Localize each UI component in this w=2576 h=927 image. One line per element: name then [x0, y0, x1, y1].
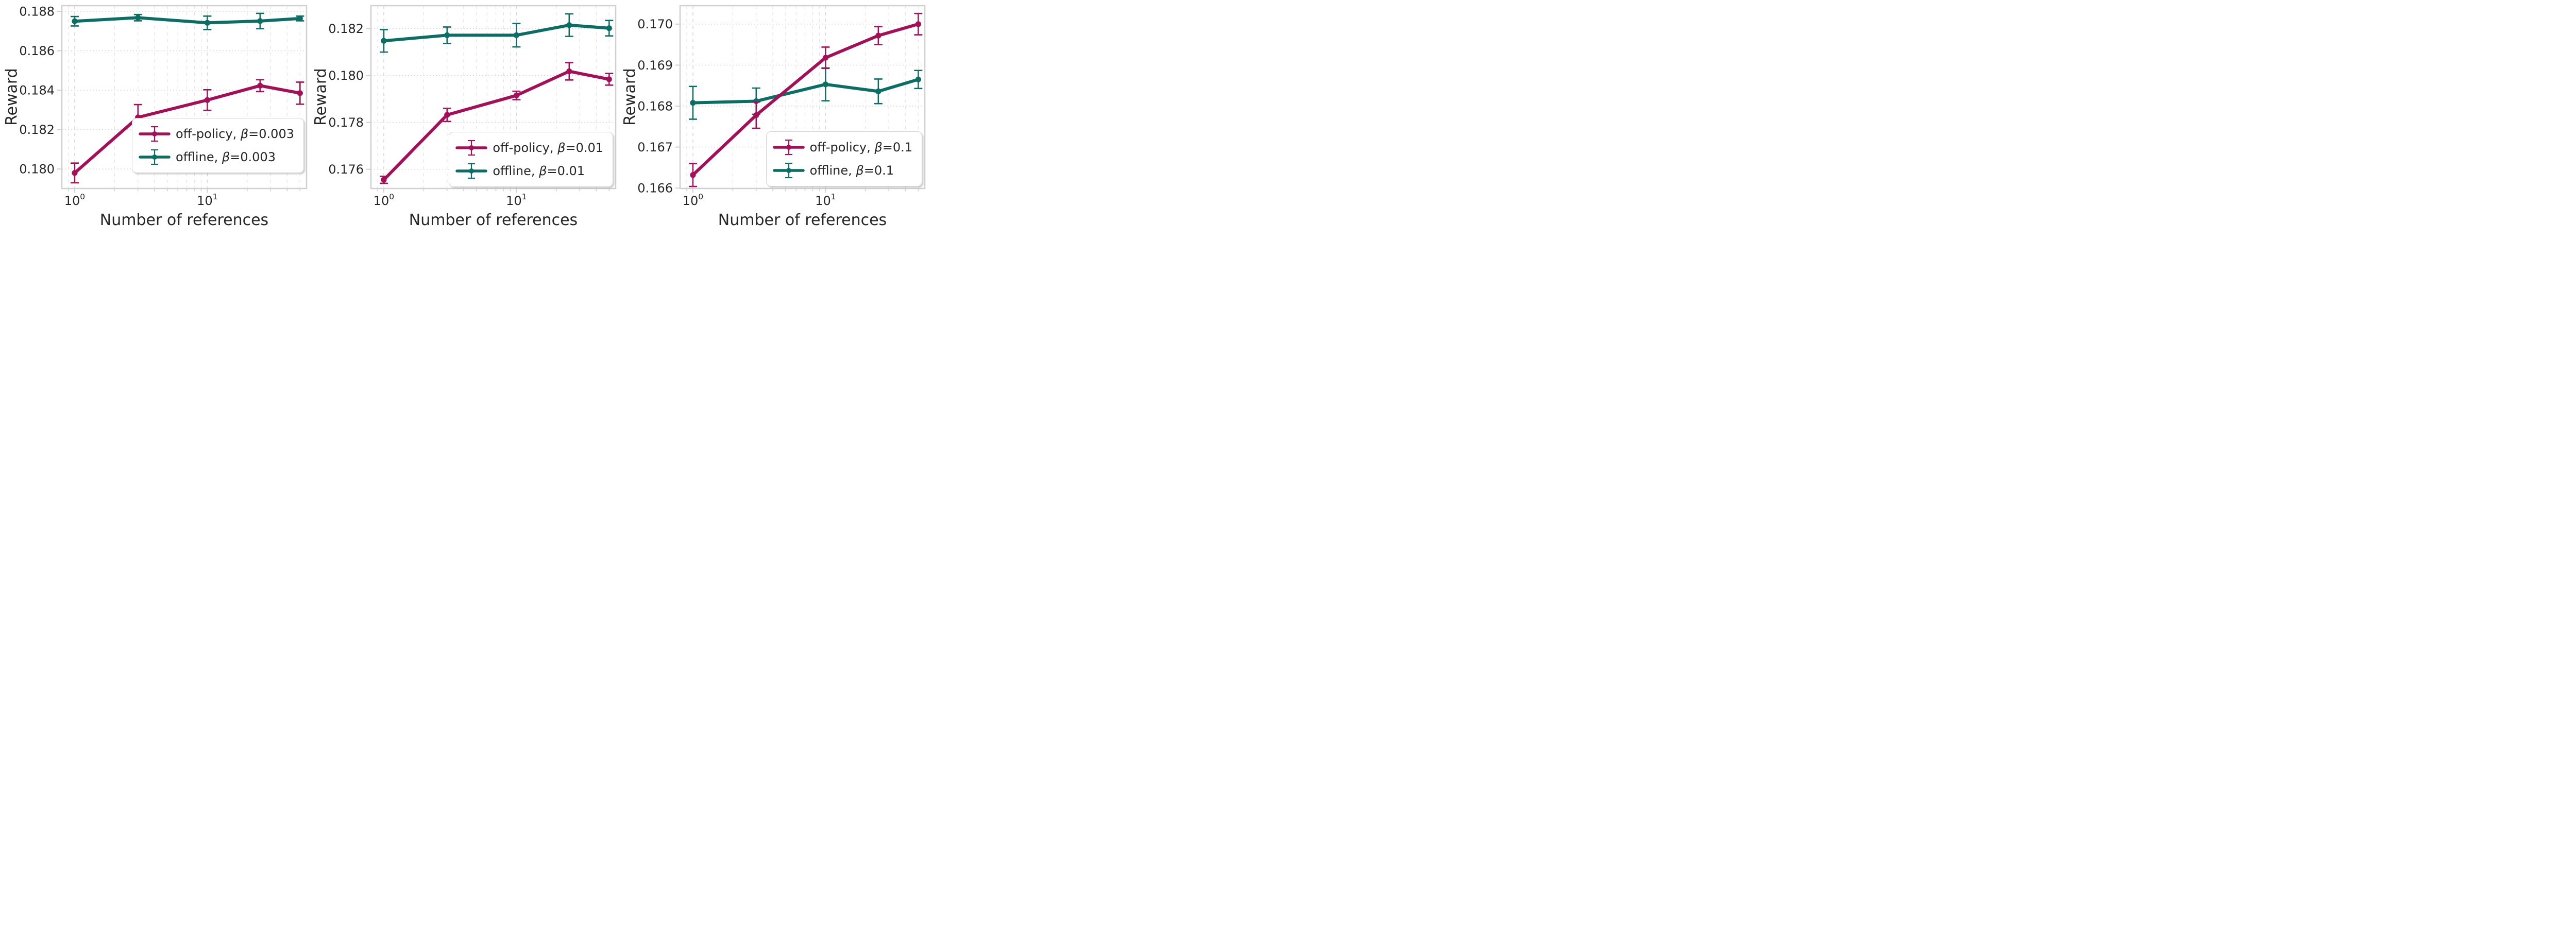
svg-text:100: 100 — [64, 192, 85, 208]
tick-marks — [366, 28, 610, 193]
axes-frame — [370, 5, 617, 190]
legend-label: offline, β=0.1 — [809, 163, 894, 178]
errorbar-glyph-icon — [455, 140, 488, 156]
legend-item-off-policy: off-policy, β=0.01 — [455, 139, 603, 157]
y-gridlines — [62, 11, 307, 169]
series-offline — [379, 13, 614, 53]
x-axis-label: Number of references — [718, 211, 887, 229]
x-tick-labels: 100 101 — [64, 192, 218, 208]
legend-item-off-policy: off-policy, β=0.003 — [139, 125, 294, 143]
y-tick-labels: 0.170 0.169 0.168 0.167 0.166 — [637, 17, 673, 195]
legend-label: off-policy, β=0.1 — [809, 140, 912, 154]
y-axis-label: Reward — [312, 68, 330, 126]
line-chart-beta-0.003: 0.188 0.186 0.184 0.182 0.180 100 101 — [19, 4, 308, 208]
legend-label: offline, β=0.01 — [493, 164, 585, 178]
legend-item-off-policy: off-policy, β=0.1 — [772, 138, 912, 157]
series-off-policy — [70, 79, 304, 184]
svg-text:0.182: 0.182 — [19, 123, 55, 137]
legend-item-offline: offline, β=0.01 — [455, 162, 603, 180]
chart-panel-beta-0.1: 0.170 0.169 0.168 0.167 0.166 100 101 Reward N… — [618, 0, 927, 232]
legend-label: off-policy, β=0.003 — [176, 127, 294, 141]
svg-text:0.186: 0.186 — [19, 44, 55, 58]
svg-text:0.182: 0.182 — [328, 22, 364, 36]
svg-text:101: 101 — [197, 192, 217, 208]
errorbar-glyph-icon — [139, 149, 171, 165]
x-tick-labels: 100 101 — [683, 192, 836, 208]
svg-text:0.178: 0.178 — [328, 115, 364, 130]
legend-box: off-policy, β=0.01 offline, β=0.01 — [449, 132, 613, 187]
svg-text:0.180: 0.180 — [19, 162, 55, 177]
svg-text:100: 100 — [374, 192, 394, 208]
tick-marks — [57, 11, 301, 193]
series-offline — [688, 67, 923, 120]
errorbar-glyph-icon — [455, 163, 488, 179]
x-axis-label: Number of references — [409, 211, 578, 229]
tick-marks — [675, 23, 919, 193]
svg-text:0.188: 0.188 — [19, 4, 55, 19]
y-tick-labels: 0.188 0.186 0.184 0.182 0.180 — [19, 4, 55, 176]
axes-frame — [679, 5, 926, 190]
series-off-policy — [688, 12, 923, 187]
svg-text:0.169: 0.169 — [637, 58, 673, 73]
y-tick-labels: 0.182 0.180 0.178 0.176 — [328, 22, 364, 177]
legend-label: off-policy, β=0.01 — [493, 141, 603, 155]
svg-text:0.166: 0.166 — [637, 181, 673, 196]
svg-text:101: 101 — [506, 192, 527, 208]
svg-text:0.167: 0.167 — [637, 140, 673, 154]
errorbar-glyph-icon — [772, 162, 805, 179]
legend-box: off-policy, β=0.003 offline, β=0.003 — [132, 118, 304, 173]
axes-frame — [61, 5, 308, 190]
errorbar-glyph-icon — [772, 139, 805, 156]
svg-text:0.184: 0.184 — [19, 83, 55, 98]
figure-row: 0.188 0.186 0.184 0.182 0.180 100 101 Reward N… — [0, 0, 927, 232]
series-off-policy — [379, 62, 614, 184]
legend-box: off-policy, β=0.1 offline, β=0.1 — [766, 131, 922, 186]
legend-label: offline, β=0.003 — [176, 150, 276, 164]
legend-item-offline: offline, β=0.003 — [139, 148, 294, 166]
chart-panel-beta-0.01: 0.182 0.180 0.178 0.176 100 101 Reward Number… — [309, 0, 618, 232]
x-tick-labels: 100 101 — [374, 192, 527, 208]
svg-text:0.170: 0.170 — [637, 17, 673, 31]
svg-text:0.176: 0.176 — [328, 162, 364, 177]
y-gridlines — [371, 28, 616, 170]
svg-text:0.180: 0.180 — [328, 68, 364, 83]
chart-panel-beta-0.003: 0.188 0.186 0.184 0.182 0.180 100 101 Reward N… — [0, 0, 309, 232]
y-axis-label: Reward — [621, 68, 639, 126]
svg-text:101: 101 — [815, 192, 836, 208]
svg-text:100: 100 — [683, 192, 703, 208]
line-chart-beta-0.01: 0.182 0.180 0.178 0.176 100 101 — [328, 5, 617, 208]
y-axis-label: Reward — [3, 68, 21, 126]
errorbar-glyph-icon — [139, 126, 171, 142]
legend-item-offline: offline, β=0.1 — [772, 161, 912, 180]
line-chart-beta-0.1: 0.170 0.169 0.168 0.167 0.166 100 101 — [637, 5, 926, 208]
svg-text:0.168: 0.168 — [637, 99, 673, 113]
series-offline — [70, 12, 304, 30]
x-axis-label: Number of references — [99, 211, 269, 229]
